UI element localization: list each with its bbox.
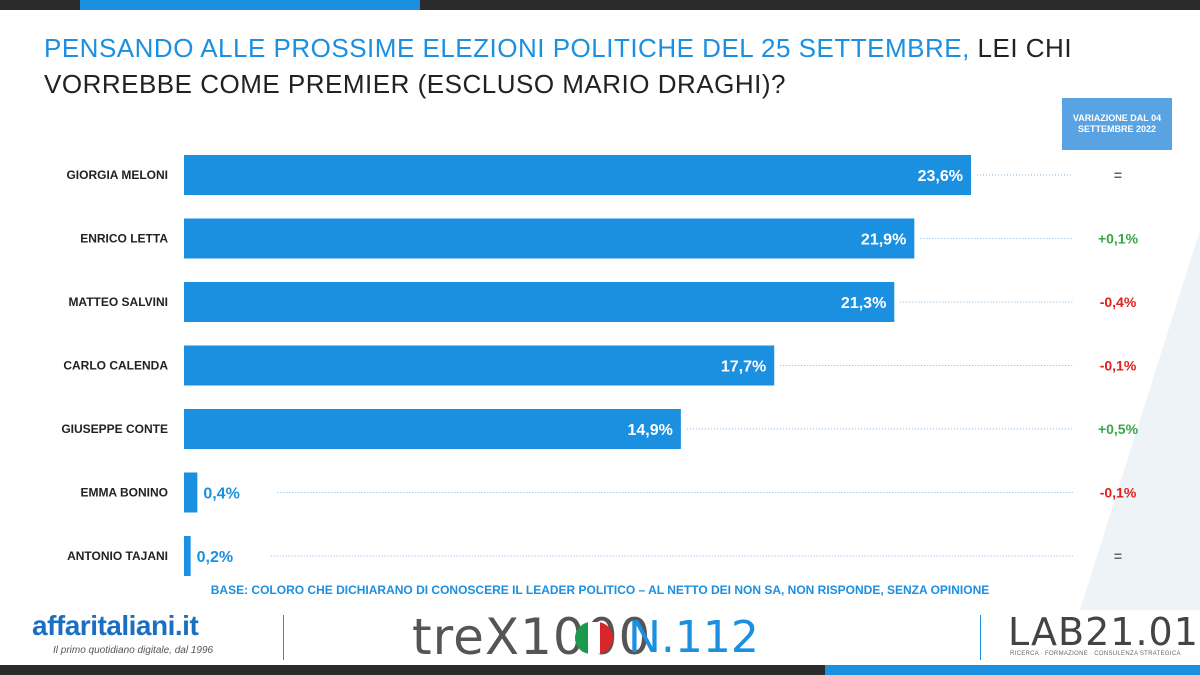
chart-title: PENSANDO ALLE PROSSIME ELEZIONI POLITICH… xyxy=(44,30,1154,102)
logo-separator xyxy=(980,615,981,660)
category-label: EMMA BONINO xyxy=(80,486,168,500)
bottom-bar xyxy=(0,665,1200,675)
bar xyxy=(184,218,915,259)
affaritaliani-logo: affaritaliani.it xyxy=(32,610,199,641)
top-bar xyxy=(0,0,1200,10)
category-label: CARLO CALENDA xyxy=(63,359,168,373)
chart-title-rest: LEI CHI VORREBBE COME PREMIER (ESCLUSO M… xyxy=(44,33,1073,99)
variation-label: +0,5% xyxy=(1098,421,1139,437)
chart-title-highlight: PENSANDO ALLE PROSSIME ELEZIONI POLITICH… xyxy=(44,33,970,63)
variation-label: -0,1% xyxy=(1100,358,1137,374)
data-label: 17,7% xyxy=(721,359,766,376)
variation-label: = xyxy=(1114,548,1122,564)
footnote: BASE: COLORO CHE DICHIARANO DI CONOSCERE… xyxy=(210,583,990,597)
trex-logo: treX1000 xyxy=(412,608,652,666)
bar xyxy=(184,345,775,386)
variation-header: VARIAZIONE DAL 04 SETTEMBRE 2022 xyxy=(1062,98,1172,150)
bar xyxy=(184,472,198,513)
category-label: ENRICO LETTA xyxy=(80,232,168,246)
data-label: 23,6% xyxy=(918,168,963,185)
data-label: 0,4% xyxy=(203,486,239,503)
category-label: MATTEO SALVINI xyxy=(68,295,168,309)
variation-label: -0,1% xyxy=(1100,485,1137,501)
category-label: GIUSEPPE CONTE xyxy=(61,422,168,436)
top-bar-accent xyxy=(80,0,420,10)
bar xyxy=(184,282,895,322)
variation-label: = xyxy=(1114,167,1122,183)
data-label: 0,2% xyxy=(197,549,233,566)
lab-logo: LAB21.01 xyxy=(1008,610,1199,654)
background-shape xyxy=(1080,230,1200,610)
bottom-bar-accent xyxy=(825,665,1200,675)
data-label: 21,3% xyxy=(841,295,886,312)
bar-chart: GIORGIA MELONI 23,6% = ENRICO LETTA 21,9% +0,… xyxy=(61,155,1139,576)
category-label: ANTONIO TAJANI xyxy=(67,549,168,563)
variation-label: -0,4% xyxy=(1100,294,1137,310)
lab-tagline: RICERCA · FORMAZIONE · CONSULENZA STRATE… xyxy=(1010,651,1181,657)
data-label: 21,9% xyxy=(861,232,906,249)
logo-separator xyxy=(283,615,284,660)
bar xyxy=(184,155,971,195)
italian-flag-icon xyxy=(575,622,613,654)
data-label: 14,9% xyxy=(628,422,673,439)
bar xyxy=(184,409,681,449)
bar xyxy=(184,536,191,576)
trex-number: N.112 xyxy=(628,612,759,663)
variation-label: +0,1% xyxy=(1098,231,1139,247)
affaritaliani-tagline: Il primo quotidiano digitale, dal 1996 xyxy=(53,645,214,656)
category-label: GIORGIA MELONI xyxy=(66,168,168,182)
